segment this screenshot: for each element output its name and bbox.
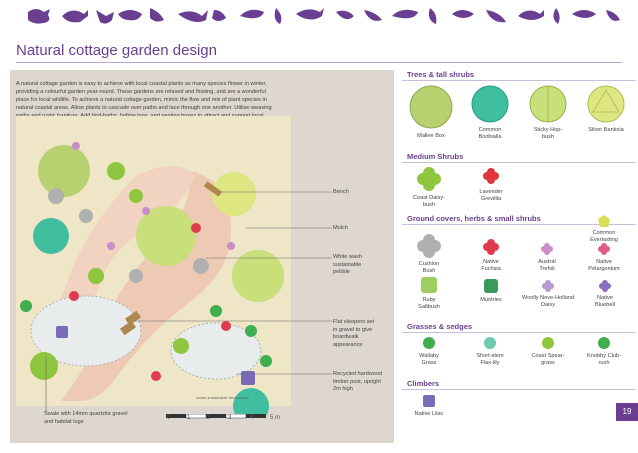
plant-name: Coast Spear-grass — [531, 353, 565, 366]
scale-tick: 0 — [167, 415, 171, 421]
plant-symbol — [484, 337, 496, 349]
plant-symbol — [483, 168, 499, 184]
scale-tick: 1 — [187, 415, 191, 421]
legend-item-native-lilac: Native Lilac — [404, 394, 454, 418]
plant-symbol — [598, 243, 610, 255]
plant-name: Native Fuchsia — [481, 259, 501, 272]
plant-name: Wallaby Grass — [419, 353, 439, 366]
plant-name: Native Lilac — [414, 411, 444, 417]
plant-name: Austral Trefoil — [538, 259, 556, 272]
plant-symbol — [417, 167, 441, 191]
plant-symbol — [587, 85, 625, 123]
scale-bar — [165, 407, 285, 425]
legend-item-muntries: Muntries — [466, 278, 516, 304]
section-divider — [402, 332, 636, 333]
plant-name: Silver Banksia — [588, 127, 624, 133]
plant-name: Ruby Saltbush — [418, 297, 440, 310]
plant-name: Native Pelargonium — [588, 259, 620, 272]
plant-name: Common Boobialla — [478, 127, 502, 140]
title-divider — [16, 62, 622, 63]
section-divider — [402, 389, 636, 390]
plant-symbol — [417, 234, 441, 258]
plant-symbol — [599, 280, 611, 292]
scale-tick: 5 m — [270, 415, 281, 421]
plant-name: Common Everlasting — [590, 230, 618, 243]
section-heading-ground-covers: Ground covers, herbs & small shrubs — [407, 214, 541, 223]
plant-name: Woolly Neve-Holland Daisy — [521, 295, 575, 308]
plant-symbol — [542, 280, 554, 292]
legend-item-coast-spear-grass: Coast Spear-grass — [522, 336, 574, 367]
timber-post-label: Recycled hardwood timber post, upright 2… — [333, 371, 383, 392]
plant-symbol — [598, 337, 610, 349]
plant-name: Cushion Bush — [418, 261, 440, 274]
legend-item-austral-trefoil: Austral Trefoil — [522, 242, 572, 273]
animal-silhouette-banner — [0, 0, 638, 34]
legend-item-sticky-hop-bush: Sticky Hop-bush — [520, 84, 576, 141]
watermark-text: urban sustainable landscapes — [196, 395, 249, 400]
page-title: Natural cottage garden design — [16, 42, 217, 59]
section-heading-medium-shrubs: Medium Shrubs — [407, 152, 464, 161]
plant-name: Knobby Club-rush — [587, 353, 621, 366]
plant-name: Muntries — [480, 297, 502, 303]
section-divider — [402, 224, 636, 225]
garden-plan-illustration — [16, 116, 334, 424]
pebble-label: White wash sustainable pebble — [333, 254, 362, 275]
legend-item-silver-banksia: Silver Banksia — [578, 84, 634, 134]
legend-item-native-fuchsia: Native Fuchsia — [466, 238, 516, 273]
plant-name: Native Bluebell — [595, 295, 615, 308]
plant-symbol — [542, 337, 554, 349]
plant-symbol — [471, 85, 509, 123]
legend-item-common-everlasting: Common Everlasting — [574, 215, 634, 244]
legend-item-ruby-saltbush: Ruby Saltbush — [404, 276, 454, 311]
legend-item-knobby-club-rush: Knobby Club-rush — [578, 336, 630, 367]
legend-item-native-bluebell: Native Bluebell — [580, 280, 630, 309]
plant-symbol — [423, 395, 435, 407]
legend-item-wallaby-grass: Wallaby Grass — [404, 336, 454, 367]
scale-tick: 2 — [207, 415, 211, 421]
plant-symbol — [598, 215, 610, 227]
scale-tick: 3 — [228, 415, 232, 421]
bench-label: Bench — [333, 189, 349, 195]
plant-symbol — [484, 279, 498, 293]
page-number: 19 — [616, 403, 638, 421]
plant-symbol — [529, 85, 567, 123]
plant-name: Short-stem Flax-lily — [476, 353, 504, 366]
section-heading-grasses: Grasses & sedges — [407, 322, 473, 331]
legend-item-cushion-bush: Cushion Bush — [404, 234, 454, 275]
legend-item-common-boobialla: Common Boobialla — [462, 84, 518, 141]
plant-name: Lavender Grevillia — [479, 189, 503, 202]
mulch-label: Mulch — [333, 225, 348, 231]
plant-symbol — [421, 277, 437, 293]
plant-symbol — [541, 243, 553, 255]
legend-item-mallee-box: Mallee Box — [402, 84, 460, 140]
plant-name: Coast Daisy-bush — [412, 195, 446, 208]
scale-tick: 4 — [250, 415, 254, 421]
section-heading-trees: Trees & tall shrubs — [407, 70, 475, 79]
legend-item-lavender-grevillia: Lavender Grevillia — [466, 166, 516, 203]
legend-item-native-pelargonium: Native Pelargonium — [578, 242, 630, 273]
plant-name: Mallee Box — [417, 133, 445, 139]
plant-symbol — [409, 85, 453, 129]
legend-item-woolly-neve-holland-daisy: Woolly Neve-Holland Daisy — [520, 280, 576, 309]
section-divider — [402, 162, 636, 163]
sleepers-label: Flat sleepers set in gravel to give boar… — [333, 319, 375, 348]
plant-name: Sticky Hop-bush — [533, 127, 563, 140]
legend-item-short-stem-flax-lily: Short-stem Flax-lily — [464, 336, 516, 367]
plant-symbol — [423, 337, 435, 349]
section-heading-climbers: Climbers — [407, 379, 440, 388]
swale-label: Swale with 14mm quartzite gravel and hab… — [44, 411, 128, 425]
plant-symbol — [483, 239, 499, 255]
section-divider — [402, 80, 636, 81]
legend-item-coast-daisy-bush: Coast Daisy-bush — [404, 166, 454, 209]
